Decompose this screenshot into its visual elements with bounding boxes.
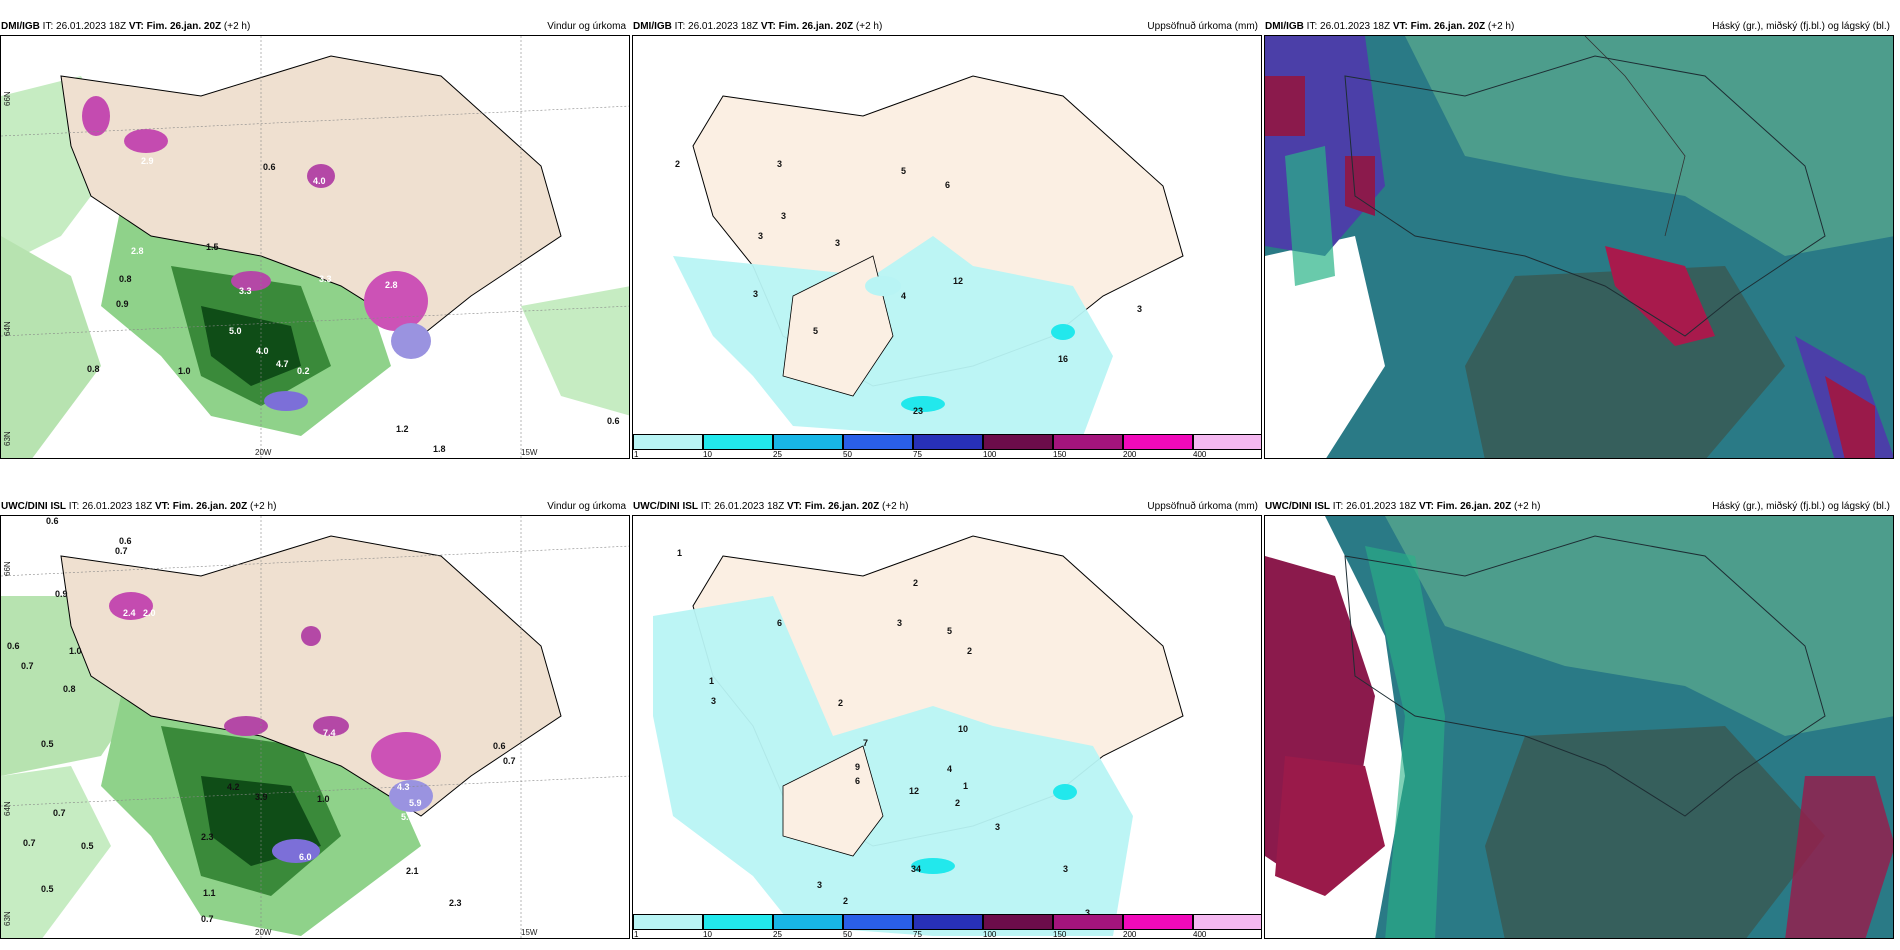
- colorbar-segment: [1123, 914, 1193, 930]
- init-time: 26.01.2023 18Z: [1346, 501, 1417, 512]
- field-title: Uppsöfnuð úrkoma (mm): [1147, 21, 1258, 32]
- field-title: Vindur og úrkoma: [547, 501, 626, 512]
- model-name: DMI/IGB: [1265, 21, 1304, 32]
- panel-header: DMI/IGB IT: 26.01.2023 18Z VT: Fim. 26.j…: [633, 21, 1258, 32]
- colorbar-segment: [703, 434, 773, 450]
- panel-wind-precip-dmi: DMI/IGB IT: 26.01.2023 18Z VT: Fim. 26.j…: [0, 15, 630, 459]
- init-time: 26.01.2023 18Z: [688, 21, 759, 32]
- panel-header: UWC/DINI ISL IT: 26.01.2023 18Z VT: Fim.…: [633, 501, 1258, 512]
- model-name: UWC/DINI ISL: [633, 501, 698, 512]
- colorbar-segment: [913, 914, 983, 930]
- colorbar-segment: [983, 434, 1053, 450]
- panel-accum-precip-dmi: DMI/IGB IT: 26.01.2023 18Z VT: Fim. 26.j…: [632, 15, 1262, 459]
- init-time: 26.01.2023 18Z: [714, 501, 785, 512]
- valid-time: Fim. 26.jan. 20Z: [804, 501, 880, 512]
- map-graphic: [1, 516, 629, 938]
- model-name: UWC/DINI ISL: [1, 501, 66, 512]
- field-title: Vindur og úrkoma: [547, 21, 626, 32]
- field-title: Háský (gr.), miðský (fj.bl.) og lágský (…: [1712, 501, 1890, 512]
- colorbar-segment: [633, 914, 703, 930]
- lead-time: (+2 h): [1487, 21, 1515, 32]
- panel-cloud-cover-uwc: UWC/DINI ISL IT: 26.01.2023 18Z VT: Fim.…: [1264, 495, 1894, 939]
- lead-time: (+2 h): [250, 501, 277, 512]
- panel-wind-precip-uwc: UWC/DINI ISL IT: 26.01.2023 18Z VT: Fim.…: [0, 495, 630, 939]
- colorbar-segment: [1193, 434, 1261, 450]
- panel-header: UWC/DINI ISL IT: 26.01.2023 18Z VT: Fim.…: [1, 501, 626, 512]
- model-name: DMI/IGB: [1, 21, 40, 32]
- map-graphic: [1265, 36, 1893, 458]
- lead-time: (+2 h): [855, 21, 883, 32]
- cloud-cover-map: [1264, 35, 1894, 459]
- colorbar-segment: [843, 434, 913, 450]
- panel-cloud-cover-dmi: DMI/IGB IT: 26.01.2023 18Z VT: Fim. 26.j…: [1264, 15, 1894, 459]
- field-title: Háský (gr.), miðský (fj.bl.) og lágský (…: [1712, 21, 1890, 32]
- colorbar-segment: [1123, 434, 1193, 450]
- colorbar-legend: 1 10 25 50 75 100 150 200 400: [633, 914, 1261, 938]
- colorbar-segment: [1053, 434, 1123, 450]
- field-title: Uppsöfnuð úrkoma (mm): [1147, 501, 1258, 512]
- colorbar-segment: [983, 914, 1053, 930]
- valid-time: Fim. 26.jan. 20Z: [1410, 21, 1486, 32]
- model-name: UWC/DINI ISL: [1265, 501, 1330, 512]
- colorbar-segment: [633, 434, 703, 450]
- panel-header: DMI/IGB IT: 26.01.2023 18Z VT: Fim. 26.j…: [1265, 21, 1890, 32]
- accum-precip-map: 2 3 3 3 3 5 6 3 5 12 3 23 16 4 1 10 25 5…: [632, 35, 1262, 459]
- colorbar-segment: [1193, 914, 1261, 930]
- init-time: 26.01.2023 18Z: [1320, 21, 1391, 32]
- colorbar-segment: [1053, 914, 1123, 930]
- map-graphic: [1265, 516, 1893, 938]
- valid-time: Fim. 26.jan. 20Z: [778, 21, 854, 32]
- colorbar-legend: 1 10 25 50 75 100 150 200 400: [633, 434, 1261, 458]
- accum-precip-map: 1 2 3 5 2 1 6 3 2 10 7 9 12 6 4 1 2 3 34…: [632, 515, 1262, 939]
- map-graphic: [633, 516, 1261, 938]
- panel-header: DMI/IGB IT: 26.01.2023 18Z VT: Fim. 26.j…: [1, 21, 626, 32]
- cloud-cover-map: [1264, 515, 1894, 939]
- colorbar-segment: [773, 914, 843, 930]
- valid-time: Fim. 26.jan. 20Z: [146, 21, 222, 32]
- colorbar-segment: [703, 914, 773, 930]
- map-graphic: [633, 36, 1261, 458]
- wind-precip-map: 2.9 0.6 4.0 2.8 1.5 0.8 0.9 5.0 4.0 4.7 …: [0, 35, 630, 459]
- valid-time: Fim. 26.jan. 20Z: [172, 501, 248, 512]
- lead-time: (+2 h): [223, 21, 251, 32]
- wind-precip-map: 0.6 0.6 0.7 0.9 2.4 2.0 0.6 1.0 0.7 0.8 …: [0, 515, 630, 939]
- valid-time: Fim. 26.jan. 20Z: [1436, 501, 1512, 512]
- colorbar-segment: [913, 434, 983, 450]
- panel-accum-precip-uwc: UWC/DINI ISL IT: 26.01.2023 18Z VT: Fim.…: [632, 495, 1262, 939]
- model-name: DMI/IGB: [633, 21, 672, 32]
- lead-time: (+2 h): [1514, 501, 1541, 512]
- panel-header: UWC/DINI ISL IT: 26.01.2023 18Z VT: Fim.…: [1265, 501, 1890, 512]
- colorbar-segment: [843, 914, 913, 930]
- map-graphic: [1, 36, 629, 458]
- init-time: 26.01.2023 18Z: [56, 21, 127, 32]
- init-time: 26.01.2023 18Z: [82, 501, 153, 512]
- colorbar-segment: [773, 434, 843, 450]
- lead-time: (+2 h): [882, 501, 909, 512]
